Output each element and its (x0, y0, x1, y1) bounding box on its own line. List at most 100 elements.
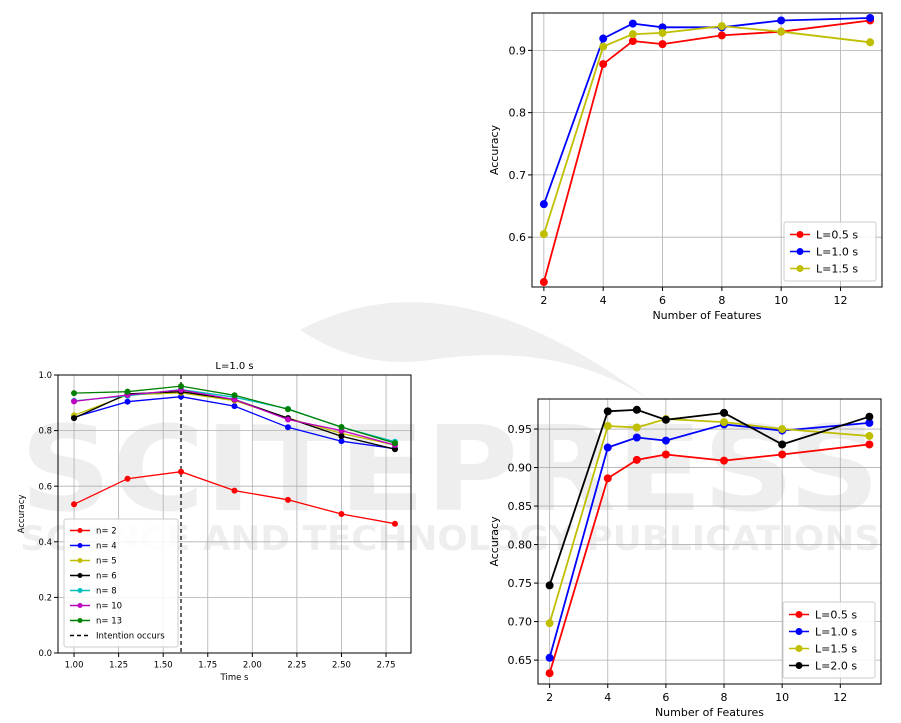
legend-box (783, 221, 877, 282)
plot-frame (57, 374, 412, 654)
legend-swatch-marker (795, 611, 803, 618)
y-axis-label: Accuracy (488, 124, 501, 175)
x-tick-label: 10 (774, 294, 788, 307)
data-point (777, 27, 786, 36)
data-point (778, 450, 787, 459)
data-point (539, 278, 548, 287)
series-line (543, 17, 871, 205)
x-tick-label: 8 (721, 691, 728, 704)
x-tick-label: 12 (833, 294, 847, 307)
legend-label: n= 13 (96, 617, 122, 627)
data-point (545, 669, 554, 678)
chart-top-right: 2 4 6 8 10 12 0.6 0.7 0.8 0.9 Number of Features Ac… (488, 12, 883, 322)
chart-title: L=1.0 s (215, 361, 253, 372)
legend-swatch-marker (795, 628, 803, 635)
data-point (603, 443, 612, 452)
y-tick-label: 0.65 (508, 654, 533, 667)
data-point (632, 423, 641, 432)
data-point (628, 19, 637, 28)
data-point (777, 16, 786, 25)
legend-label: Intention occurs (96, 632, 165, 642)
data-point (124, 475, 131, 482)
data-point (717, 31, 726, 40)
legend-label: n= 5 (96, 557, 117, 567)
data-point (599, 60, 608, 69)
data-point (865, 440, 874, 449)
data-point (539, 200, 548, 209)
y-tick-label: 1.0 (38, 371, 52, 381)
data-point (338, 511, 345, 517)
legend-swatch-marker (796, 265, 804, 272)
y-tick-label: 0.8 (509, 107, 527, 120)
y-tick-label: 0.80 (508, 539, 533, 552)
y-tick-label: 0.95 (508, 423, 533, 436)
series-line (543, 25, 871, 235)
y-axis-label: Accuracy (17, 495, 27, 534)
y-tick-label: 0.70 (508, 616, 533, 629)
legend-label: L=0.5 s (816, 228, 858, 241)
legend-swatch-marker (77, 528, 83, 533)
data-point (632, 405, 641, 414)
x-tick-label: 6 (662, 691, 669, 704)
data-point (71, 390, 78, 397)
legend-swatch-marker (77, 558, 83, 563)
data-point (661, 415, 670, 424)
data-point (866, 13, 875, 22)
x-tick-label: 2.50 (332, 661, 351, 671)
legend-label: L=1.0 s (815, 625, 857, 638)
data-point (124, 388, 131, 395)
data-point (599, 34, 608, 43)
data-point (231, 396, 238, 403)
legend-box (782, 601, 876, 679)
plot-frame (531, 12, 883, 288)
data-point (124, 398, 131, 405)
x-tick-label: 2.00 (243, 661, 262, 671)
legend-swatch-marker (795, 662, 803, 669)
plot-frame (537, 398, 882, 685)
x-tick-label: 1.00 (65, 661, 84, 671)
y-tick-label: 0.4 (38, 538, 52, 548)
data-point (632, 455, 641, 464)
legend-label: n= 4 (96, 542, 117, 552)
data-point (545, 581, 554, 590)
x-tick-label: 1.75 (198, 661, 217, 671)
data-point (284, 406, 291, 413)
data-point (603, 474, 612, 483)
data-point (720, 408, 729, 417)
legend-swatch-marker (796, 231, 804, 238)
x-tick-label: 4 (604, 691, 611, 704)
y-tick-label: 0.0 (38, 649, 52, 659)
data-point (603, 421, 612, 430)
legend-label: L=1.5 s (815, 642, 857, 655)
x-tick-label: 4 (600, 294, 607, 307)
data-point (865, 431, 874, 440)
data-point (391, 440, 398, 447)
data-point (391, 520, 398, 527)
data-point (661, 436, 670, 445)
data-point (658, 28, 667, 37)
data-point (658, 40, 667, 49)
data-point (178, 468, 185, 475)
data-point (71, 415, 78, 422)
x-axis-label: Number of Features (652, 309, 761, 322)
y-tick-label: 0.75 (508, 577, 533, 590)
data-point (866, 38, 875, 47)
data-point (632, 433, 641, 442)
legend-swatch-marker (795, 645, 803, 652)
data-point (778, 425, 787, 434)
x-tick-label: 10 (775, 691, 789, 704)
y-axis-label: Accuracy (488, 516, 501, 567)
x-tick-label: 2.25 (287, 661, 306, 671)
y-tick-label: 0.6 (509, 231, 527, 244)
y-tick-label: 0.9 (509, 44, 527, 57)
y-tick-label: 0.6 (38, 482, 52, 492)
legend-label: n= 6 (96, 572, 117, 582)
data-point (720, 456, 729, 465)
data-point (658, 23, 667, 32)
legend-box (63, 518, 179, 648)
data-point (284, 424, 291, 431)
y-tick-label: 0.85 (508, 500, 533, 513)
data-point (71, 398, 78, 405)
data-point (778, 440, 787, 449)
